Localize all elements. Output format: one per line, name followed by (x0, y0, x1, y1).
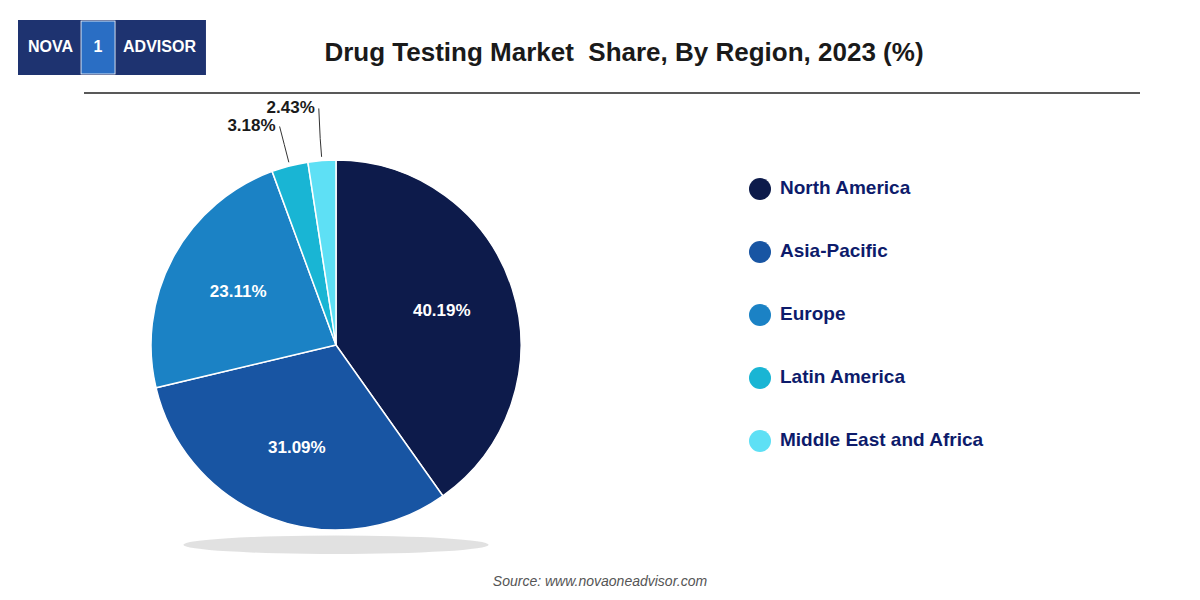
legend-swatch (749, 430, 771, 452)
logo: NOVA 1 ADVISOR (18, 20, 206, 75)
title: Drug Testing Market Share, By Region, 20… (324, 37, 923, 67)
legend-swatch (749, 178, 771, 200)
legend-swatch (749, 304, 771, 326)
logo-text: ADVISOR (123, 38, 196, 55)
logo-background (18, 20, 206, 75)
legend-label: Latin America (780, 366, 905, 387)
legend-swatch (749, 241, 771, 263)
data-label: 31.09% (268, 438, 326, 457)
pie: 40.19% 31.09% 23.11% 3.18%2.43% (151, 98, 521, 554)
logo-text: NOVA (28, 38, 73, 55)
logo-text: 1 (94, 38, 103, 55)
leader-line (280, 126, 289, 162)
legend-swatch (749, 367, 771, 389)
legend: North America Asia-Pacific Europe Latin Ame… (749, 177, 983, 452)
logo-highlight (81, 21, 115, 74)
source: Source: www.novaoneadvisor.com (493, 573, 708, 589)
data-label: 40.19% (413, 301, 471, 320)
legend-label: Asia-Pacific (780, 240, 888, 261)
legend-label: Europe (780, 303, 845, 324)
data-label: 3.18% (227, 116, 275, 135)
legend-label: North America (780, 177, 911, 198)
separator (84, 92, 1140, 94)
shadow (183, 536, 488, 555)
data-labels: 40.19% 31.09% 23.11% 3.18%2.43% (210, 98, 471, 457)
slices (151, 160, 521, 530)
data-label: 23.11% (210, 282, 267, 301)
legend-label: Middle East and Africa (780, 429, 983, 450)
leader-line (319, 108, 322, 156)
slice (308, 160, 336, 345)
chart: Drug Testing Market Share, By Region, 20… (0, 0, 1200, 600)
data-label: 2.43% (267, 98, 315, 117)
